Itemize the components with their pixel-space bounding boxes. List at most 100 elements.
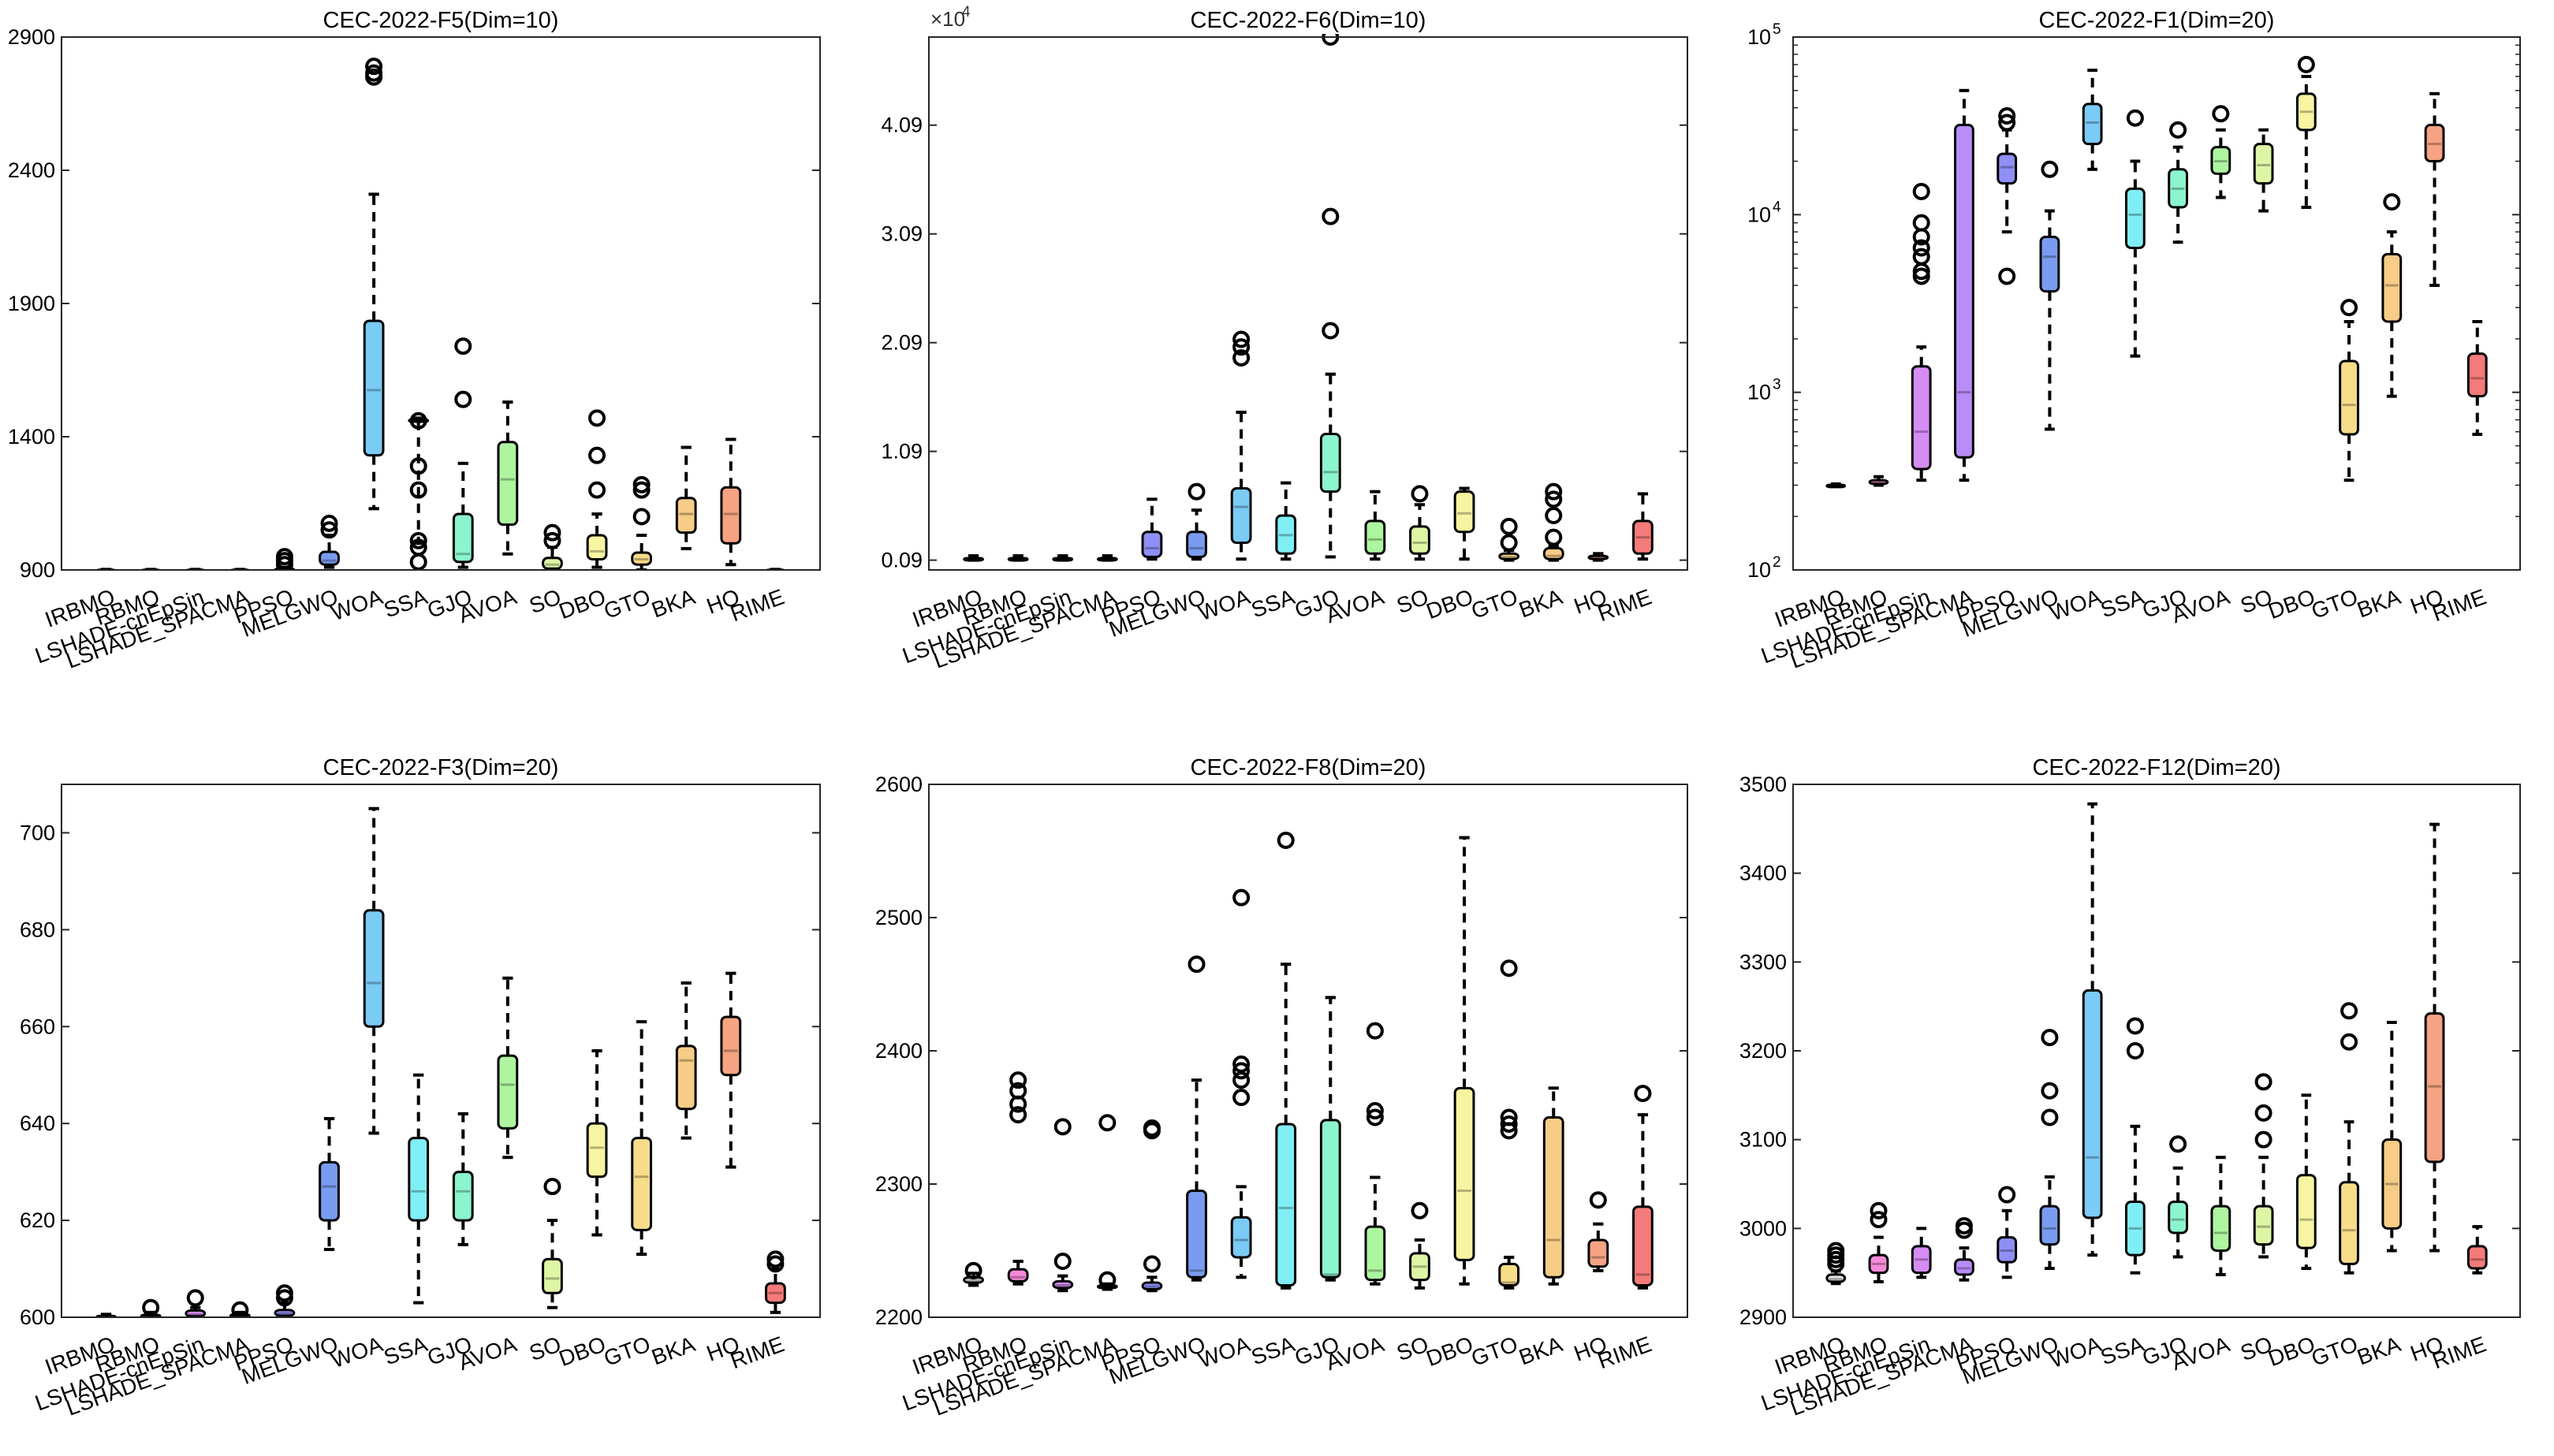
y-tick-label: 3100 [1739,1128,1787,1152]
boxes-group [963,34,1654,562]
x-tick-label-ssa: SSA [1248,1331,1299,1369]
box-avoa [1364,1225,1386,1282]
box-so [542,1257,563,1294]
chart-panel-5: CEC-2022-F8(Dim=20)22002300240025002600I… [875,755,1688,1421]
box-irbmo [1825,483,1847,489]
box-gjo [2168,1201,2189,1234]
outlier-ppso [1143,1255,1161,1273]
outlier-so [543,523,561,542]
y-tick-power: 2 [1773,554,1781,571]
box-lshade-spacma [1954,1258,1974,1276]
box-avoa [2210,1205,2231,1252]
x-tick-label-bka: BKA [1516,1331,1566,1369]
outlier-gto [1500,534,1518,552]
box-woa [2082,989,2103,1220]
box-dbo [586,1122,608,1179]
box-gjo [1319,433,1341,493]
box-melgwo [1186,531,1207,558]
outlier-lshade-cnepsin [1912,239,1930,257]
outlier-irbmo [964,1261,982,1279]
chart-title: CEC-2022-F5(Dim=10) [323,8,559,33]
y-tick-label: 3500 [1739,773,1787,796]
box-ppso [1997,1236,2018,1264]
outlier-rbmo [1870,1211,1888,1229]
box-ssa [408,1137,430,1222]
outlier-woa [1232,888,1251,907]
outlier-avoa [2212,105,2230,123]
box-ssa [1275,514,1297,555]
box-rbmo [1868,1253,1889,1275]
box-melgwo [319,550,340,566]
box-lshade-cnepsin [1911,365,1932,471]
box-irbmo [1825,1273,1847,1283]
box-ho [2424,124,2445,163]
box-gto [631,551,653,566]
box-bka [2381,252,2403,323]
plot-frame [928,784,1688,1318]
y-tick-label: 2600 [875,773,923,796]
outlier-rbmo [1009,1082,1027,1100]
box-bka [1542,1116,1564,1279]
y-tick-label: 1.09 [881,440,923,464]
outlier-lshade-spacma [1098,1271,1117,1289]
outlier-so [2254,1073,2273,1091]
outlier-dbo [588,409,606,427]
x-tick-label-bka: BKA [648,584,699,622]
outlier-ssa [1277,831,1295,849]
outlier-woa [1232,1089,1251,1107]
outlier-avoa [1366,1108,1384,1126]
outlier-ssa [409,531,427,549]
outlier-bka [2383,193,2401,211]
x-tick-label-dbo: DBO [556,584,610,624]
box-gto [2339,359,2359,436]
outlier-woa [1232,348,1251,367]
outlier-rbmo [1009,1106,1027,1124]
box-lshade-spacma [1954,124,1974,459]
x-tick-label-ssa: SSA [381,1331,431,1369]
box-rime [2466,1245,2488,1270]
box-lshade-spacma [1096,557,1118,562]
y-tick-power: 3 [1773,377,1781,393]
box-ho [2424,1012,2445,1164]
x-tick-label-gto: GTO [2308,1331,2361,1371]
chart-title: CEC-2022-F6(Dim=10) [1191,8,1426,33]
y-tick-label: 620 [20,1208,55,1232]
outlier-ssa [2126,1017,2144,1035]
boxes-group [95,806,786,1317]
y-tick-power: 4 [1773,199,1781,215]
x-tick-label-woa: WOA [1195,1331,1254,1372]
box-woa [363,909,385,1028]
box-avoa [497,441,519,527]
box-lshade-cnepsin [185,1309,207,1317]
box-ho [1587,554,1609,560]
box-woa [2082,102,2103,146]
box-so [1409,525,1430,555]
y-tick-label: 10 [1747,203,1771,226]
box-ppso [1997,152,2018,185]
box-melgwo [1186,1189,1207,1279]
box-dbo [2295,92,2317,132]
box-lshade-cnepsin [1911,1245,1932,1275]
boxes-group [95,58,786,570]
boxes-group [963,831,1654,1293]
outlier-lshade-cnepsin [1053,1253,1072,1271]
outlier-bka [1545,528,1563,546]
axis-exponent-power: 4 [962,4,971,20]
chart-title: CEC-2022-F1(Dim=20) [2039,8,2275,33]
box-gjo [452,1171,474,1222]
axis-exponent-label: ×10 [930,7,965,31]
outlier-gto [1500,1115,1518,1133]
outlier-rime [1634,1085,1652,1103]
x-tick-label-gto: GTO [1468,584,1521,624]
x-tick-label-dbo: DBO [1423,584,1477,624]
outlier-woa [1232,1055,1251,1073]
y-tick-label: 0.09 [881,549,923,572]
box-woa [1230,1216,1252,1259]
y-tick-label: 1900 [8,292,55,315]
outlier-lshade-cnepsin [186,1289,204,1307]
outlier-rbmo [1870,1201,1888,1220]
box-ssa [1275,1123,1297,1287]
outlier-rbmo [1009,1071,1027,1089]
outlier-melgwo [2041,1029,2059,1047]
